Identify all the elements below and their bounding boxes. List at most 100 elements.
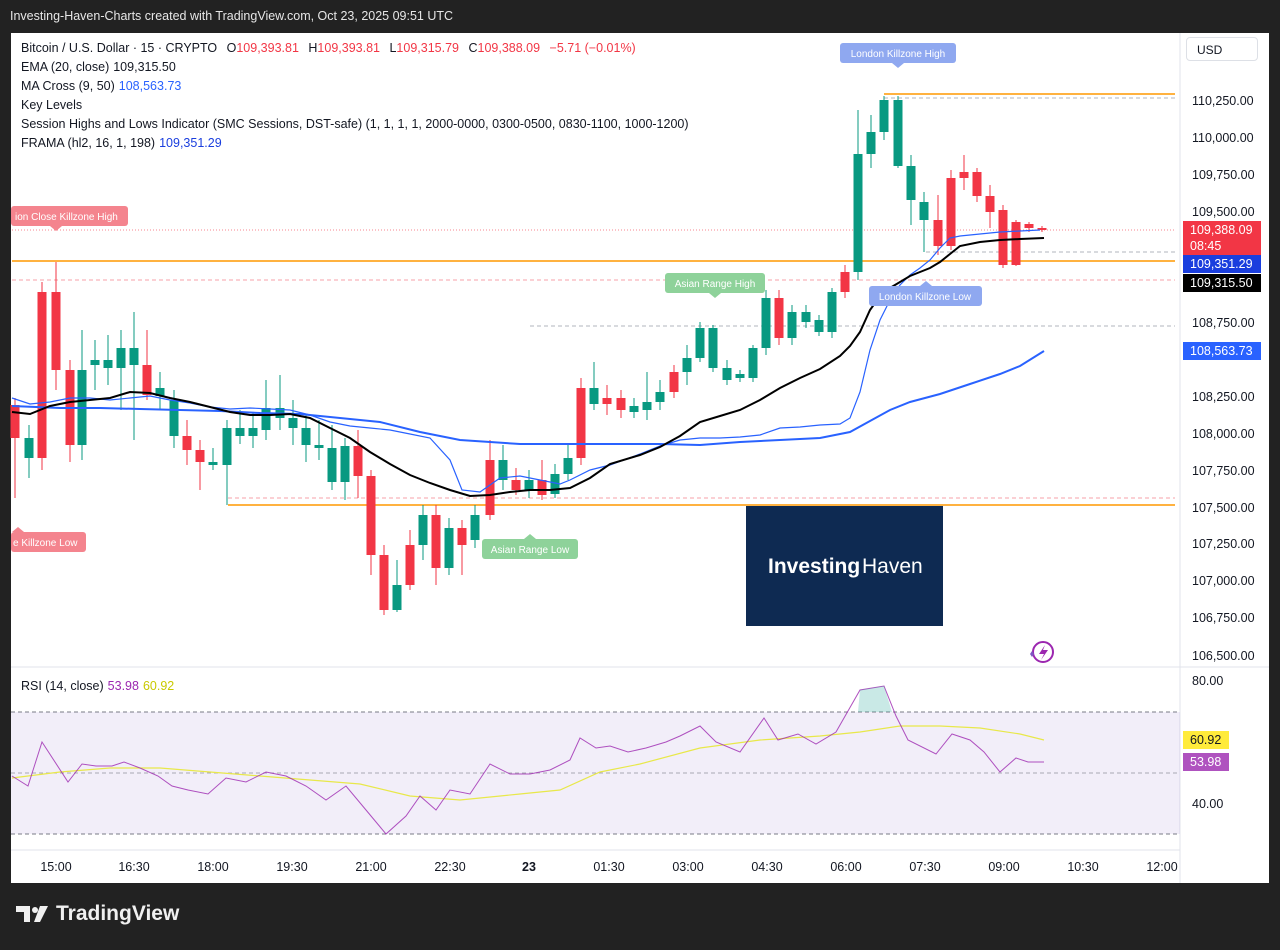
last-price-label: 109,388.09 08:45 [1183,221,1261,255]
candle-body [1037,228,1047,230]
chart-header-title: Investing-Haven-Charts created with Trad… [10,9,454,23]
candle-body [985,196,995,212]
candle-body [222,428,232,465]
candle-body [761,298,771,348]
price-tick: 110,000.00 [1192,131,1254,145]
candle-body [959,172,969,178]
ma-fast-line[interactable] [11,229,1041,493]
candle-body [182,436,192,450]
frama-price-label: 109,351.29 [1183,255,1261,273]
candle-body [629,406,639,412]
time-tick: 18:00 [197,860,228,874]
candle-body [155,388,165,396]
ema-line[interactable] [11,237,1045,498]
candle-body [669,372,679,392]
ohlc-high: 109,393.81 [317,41,380,55]
candle-body [602,398,612,404]
candle-body [431,515,441,568]
time-tick-date: 23 [522,860,536,874]
sessions-legend[interactable]: Session Highs and Lows Indicator (SMC Se… [21,117,689,131]
time-tick: 10:30 [1067,860,1098,874]
candle-body [10,405,20,438]
candle-body [418,515,428,545]
candle-body [340,446,350,482]
time-tick: 15:00 [40,860,71,874]
candle-body [261,408,271,430]
candle-body [301,428,311,445]
time-tick: 06:00 [830,860,861,874]
candle-body [1011,222,1021,265]
svg-text:e Killzone Low: e Killzone Low [13,538,78,549]
price-tick: 107,500.00 [1192,501,1255,515]
rsi-legend[interactable]: RSI (14, close) 53.98 60.92 [21,679,175,693]
price-tick: 108,250.00 [1192,390,1255,404]
session-tag-asian-high: Asian Range High [665,273,765,298]
candle-body [722,368,732,380]
candle-body [946,178,956,246]
candle-body [327,448,337,482]
ma-slow-line[interactable] [11,350,1045,447]
candle-body [655,392,665,402]
rsi-tick: 40.00 [1192,797,1223,811]
candle-body [827,292,837,332]
lightning-icon[interactable] [1030,641,1054,663]
candle-body [392,585,402,610]
symbol-name: Bitcoin / U.S. Dollar · 15 · CRYPTO [21,41,218,55]
candle-body [735,374,745,378]
ma-value: 108,563.73 [118,79,182,93]
time-tick: 19:30 [276,860,307,874]
session-tag-london-low: London Killzone Low [869,281,982,306]
candle-body [208,462,218,465]
frama-legend[interactable]: FRAMA (hl2, 16, 1, 198) 109,351.29 [21,136,222,150]
candle-body [695,328,705,358]
candle-body [195,450,205,462]
symbol-legend[interactable]: Bitcoin / U.S. Dollar · 15 · CRYPTO O109… [21,41,636,55]
candle-body [787,312,797,338]
rsi-value: 53.98 [107,679,139,693]
rsi-line[interactable] [11,685,1044,835]
candle-body [248,428,258,436]
tradingview-icon [16,906,48,922]
candle-body [576,388,586,458]
rsi-ma-line[interactable] [11,725,1045,801]
candle-body [511,480,521,490]
price-tick: 106,750.00 [1192,611,1255,625]
ma-price-label: 108,563.73 [1183,342,1261,360]
candle-body [537,480,547,495]
candle-body [642,402,652,410]
keylevels-legend[interactable]: Key Levels [21,98,83,112]
tradingview-logo[interactable]: TradingView [14,902,179,926]
rsi-tick: 80.00 [1192,674,1223,688]
candle-body [457,528,467,545]
candle-body [893,100,903,166]
price-tick: 107,000.00 [1192,574,1255,588]
ohlc-open: 109,393.81 [236,41,299,55]
candles[interactable] [10,96,1047,615]
candle-body [1024,224,1034,228]
price-tick: 106,500.00 [1192,649,1255,663]
time-tick: 12:00 [1146,860,1177,874]
svg-text:Asian Range High: Asian Range High [675,279,756,290]
price-tick: 108,750.00 [1192,316,1255,330]
ma-legend[interactable]: MA Cross (9, 50) 108,563.73 [21,79,182,93]
price-tick: 110,250.00 [1192,94,1254,108]
time-tick: 09:00 [988,860,1019,874]
ohlc-close: 109,388.09 [477,41,541,55]
rsi-overbought-fill [858,686,892,712]
time-tick: 03:00 [672,860,703,874]
ema-legend[interactable]: EMA (20, close) 109,315.50 [21,60,176,74]
currency-button[interactable]: USD [1186,37,1258,61]
candle-body [366,476,376,555]
ohlc-change: −5.71 (−0.01%) [549,41,636,55]
candle-body [563,458,573,474]
candle-body [169,400,179,436]
candle-body [774,298,784,338]
candle-body [470,515,480,540]
investinghaven-logo-box [746,506,943,626]
candle-body [801,312,811,322]
time-tick: 01:30 [593,860,624,874]
svg-text:ion Close Killzone High: ion Close Killzone High [15,212,118,223]
watermark-haven: Haven [862,555,923,578]
candle-body [906,166,916,200]
